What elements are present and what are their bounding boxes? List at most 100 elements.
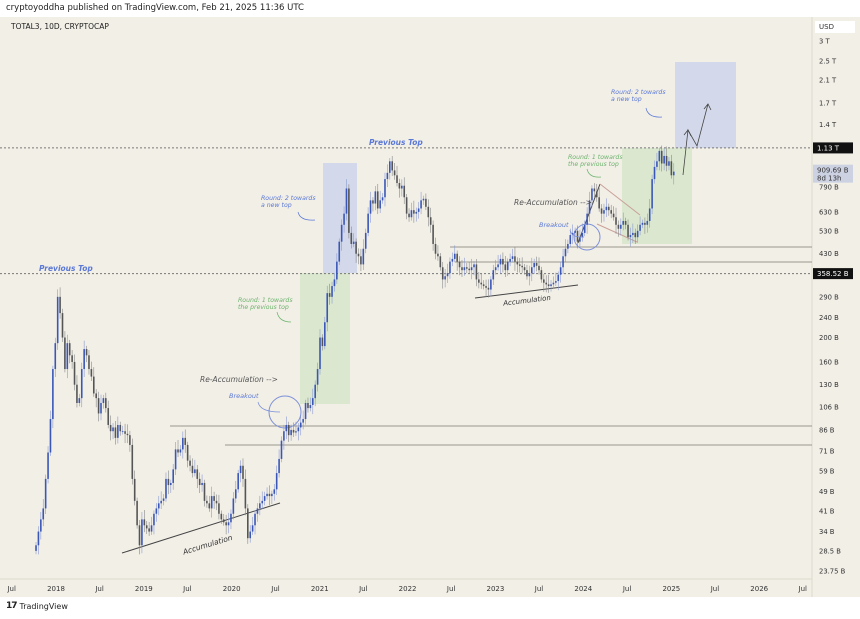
candle-body bbox=[403, 185, 406, 198]
candle-body bbox=[319, 337, 321, 370]
candle-body bbox=[348, 188, 350, 233]
candle-body bbox=[145, 525, 148, 529]
candle-body bbox=[487, 287, 490, 290]
candle-body bbox=[509, 258, 511, 262]
candle-body bbox=[653, 166, 656, 180]
candle-body bbox=[324, 322, 326, 347]
candle-body bbox=[278, 458, 280, 474]
candle-body bbox=[473, 264, 475, 268]
candle-body bbox=[446, 273, 449, 277]
candle-body bbox=[644, 222, 646, 225]
candle-body bbox=[453, 253, 456, 259]
candle-body bbox=[415, 211, 418, 214]
candle-body bbox=[466, 267, 468, 269]
candle-body bbox=[369, 200, 372, 214]
candle-body bbox=[444, 276, 446, 280]
candle-body bbox=[499, 258, 502, 265]
candle-body bbox=[576, 230, 579, 242]
candle-body bbox=[451, 258, 454, 262]
time-tick-label: Jul bbox=[622, 585, 632, 593]
candle-body bbox=[593, 188, 596, 192]
pointer-arrow-icon bbox=[297, 211, 316, 221]
candle-body bbox=[141, 519, 143, 546]
currency-button[interactable]: USD bbox=[815, 21, 855, 33]
candle-body bbox=[641, 222, 644, 225]
candle-body bbox=[521, 265, 523, 268]
arrow-head-icon bbox=[683, 129, 692, 137]
candle-body bbox=[162, 498, 165, 501]
price-tick-label: 2.5 T bbox=[819, 57, 837, 65]
candle-body bbox=[66, 343, 69, 370]
candle-body bbox=[555, 281, 557, 283]
round1-label: Round: 1 towards bbox=[568, 153, 623, 161]
pointer-arrow-icon bbox=[257, 401, 281, 413]
candle-body bbox=[83, 349, 85, 370]
candle-body bbox=[191, 465, 194, 474]
candle-body bbox=[425, 198, 427, 207]
candle-body bbox=[47, 452, 49, 479]
candle-body bbox=[307, 402, 309, 409]
accumulation-label: Accumulation bbox=[181, 533, 234, 557]
candle-body bbox=[153, 513, 155, 526]
price-tick-label: 200 B bbox=[819, 334, 839, 342]
time-tick-label: Jul bbox=[6, 585, 16, 593]
price-axis bbox=[812, 17, 860, 597]
candle-body bbox=[95, 393, 97, 399]
candlestick-chart[interactable]: Previous Top Previous Top Accumulation Accu… bbox=[0, 0, 860, 598]
candle-body bbox=[220, 513, 223, 520]
price-tick-label: 630 B bbox=[819, 208, 839, 216]
candle-body bbox=[600, 208, 603, 214]
candle-body bbox=[494, 267, 497, 271]
time-tick-label: 2023 bbox=[487, 585, 505, 593]
candle-body bbox=[550, 284, 552, 287]
candle-body bbox=[338, 241, 341, 262]
time-tick-label: 2020 bbox=[223, 585, 241, 593]
candle-body bbox=[518, 264, 521, 266]
candle-body bbox=[208, 503, 211, 509]
brand-name: TradingView bbox=[19, 601, 68, 611]
candle-body bbox=[516, 261, 519, 265]
candle-body bbox=[581, 232, 584, 238]
time-tick-label: Jul bbox=[358, 585, 368, 593]
time-tick-label: 2021 bbox=[311, 585, 329, 593]
candle-body bbox=[607, 206, 610, 211]
candle-body bbox=[167, 478, 170, 486]
candle-body bbox=[670, 161, 673, 176]
candle-body bbox=[386, 172, 389, 180]
candle-body bbox=[398, 183, 401, 189]
candle-body bbox=[280, 440, 283, 459]
candle-body bbox=[172, 469, 174, 483]
candle-body bbox=[665, 155, 668, 166]
candle-body bbox=[126, 433, 129, 436]
round2-label: Round: 2 towards bbox=[261, 194, 316, 202]
accumulation-trendline bbox=[121, 502, 281, 554]
candle-body bbox=[237, 473, 239, 490]
price-tick-label: 1.7 T bbox=[819, 100, 837, 108]
last-price-label: 909.69 B bbox=[817, 167, 849, 175]
time-tick-label: 2025 bbox=[662, 585, 680, 593]
candle-body bbox=[355, 241, 357, 254]
candle-body bbox=[165, 478, 167, 499]
candle-body bbox=[535, 263, 538, 266]
reaccumulation-label: Re-Accumulation --> bbox=[200, 375, 278, 384]
price-level-label: 1.13 T bbox=[817, 144, 840, 152]
candle-body bbox=[622, 220, 625, 225]
candle-body bbox=[143, 519, 146, 526]
candle-body bbox=[523, 267, 526, 271]
time-tick-label: 2018 bbox=[47, 585, 65, 593]
candle-body bbox=[336, 261, 338, 280]
candle-body bbox=[427, 206, 430, 218]
candle-body bbox=[396, 175, 398, 184]
candle-body bbox=[391, 161, 393, 171]
candle-body bbox=[434, 243, 437, 254]
candle-body bbox=[35, 545, 37, 551]
candle-body bbox=[133, 478, 136, 501]
candle-body bbox=[639, 224, 641, 231]
candle-body bbox=[603, 210, 605, 214]
candle-body bbox=[470, 267, 473, 271]
candle-body bbox=[658, 150, 661, 162]
candle-body bbox=[648, 208, 651, 221]
candle-body bbox=[218, 503, 220, 514]
candle-body bbox=[266, 493, 268, 497]
candle-body bbox=[78, 398, 81, 403]
